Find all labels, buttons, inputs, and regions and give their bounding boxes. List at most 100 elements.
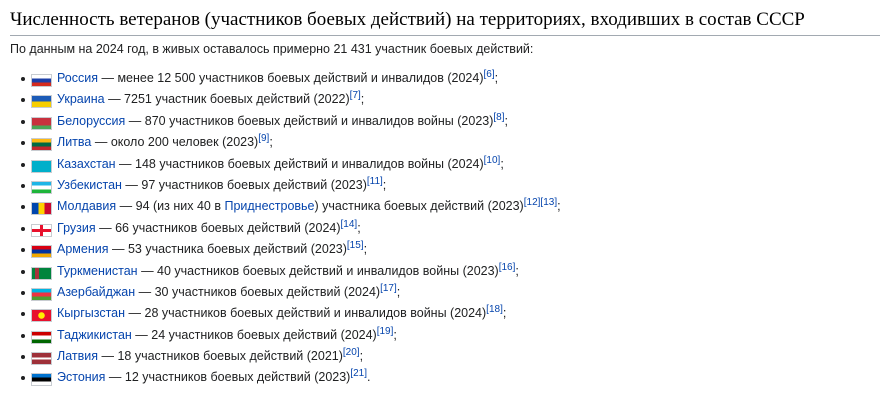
reference-link[interactable]: [6] <box>483 68 495 80</box>
list-item-text: Украина — 7251 участник боевых действий … <box>57 89 364 110</box>
country-link[interactable]: Узбекистан <box>57 177 122 192</box>
list-item-text: Молдавия — 94 (из них 40 в Приднестровье… <box>57 196 561 217</box>
bullet-icon <box>21 141 25 146</box>
bullet-icon <box>21 312 25 317</box>
bullet-icon <box>21 77 25 81</box>
item-description: — 30 участников боевых действий (2024) <box>135 284 381 299</box>
item-terminator: ; <box>396 284 401 299</box>
country-link[interactable]: Кыргызстан <box>57 306 126 321</box>
item-terminator: ; <box>515 263 519 278</box>
reference-link[interactable]: [14] <box>340 218 358 230</box>
item-terminator: ; <box>502 306 507 321</box>
reference-link[interactable]: [13] <box>540 197 558 209</box>
belarus-flag-icon <box>31 116 52 130</box>
item-description: — 94 (из них 40 в <box>116 199 225 214</box>
reference-link[interactable]: [18] <box>486 304 503 316</box>
country-link[interactable]: Азербайджан <box>57 284 136 299</box>
item-description: — 66 участников боевых действий (2024) <box>95 220 341 235</box>
item-description-cont: ) участника боевых действий (2023) <box>314 199 524 214</box>
item-description: — 148 участников боевых действий и инвал… <box>115 156 484 171</box>
bullet-icon <box>21 98 25 103</box>
reference-link[interactable]: [16] <box>498 261 516 273</box>
country-link[interactable]: Эстония <box>57 370 106 385</box>
intro-paragraph: По данным на 2024 год, в живых оставалос… <box>10 42 534 56</box>
reference-link[interactable]: [15] <box>346 239 364 251</box>
item-terminator: ; <box>500 156 504 171</box>
azerbaijan-flag-icon <box>31 287 52 301</box>
item-terminator: . <box>367 370 371 385</box>
bullet-icon <box>21 183 25 188</box>
list-item-text: Казахстан — 148 участников боевых действ… <box>57 154 504 175</box>
kazakhstan-flag-icon <box>31 159 52 173</box>
item-terminator: ; <box>494 71 499 85</box>
estonia-flag-icon <box>31 373 52 387</box>
georgia-flag-icon <box>31 223 52 237</box>
reference-link[interactable]: [17] <box>380 282 397 294</box>
country-link[interactable]: Грузия <box>57 220 96 235</box>
list-item-text: Латвия — 18 участников боевых действий (… <box>57 346 363 367</box>
item-description: — 870 участников боевых действий и инвал… <box>125 113 494 128</box>
list-item-text: Литва — около 200 человек (2023)[9]; <box>57 132 273 153</box>
item-description: — 7251 участник боевых действий (2022) <box>104 92 350 107</box>
reference-link[interactable]: [12] <box>523 197 541 209</box>
bullet-icon <box>21 355 25 360</box>
item-terminator: ; <box>269 135 273 150</box>
reference-link[interactable]: [9] <box>258 133 270 145</box>
item-description: — 53 участника боевых действий (2023) <box>108 242 347 257</box>
list-item-text: Узбекистан — 97 участников боевых действ… <box>57 175 386 196</box>
list-item-text: Эстония — 12 участников боевых действий … <box>57 367 371 388</box>
region-link[interactable]: Приднестровье <box>224 199 315 214</box>
lithuania-flag-icon <box>31 138 52 152</box>
bullet-icon <box>21 248 25 253</box>
country-link[interactable]: Казахстан <box>57 156 116 171</box>
ukraine-flag-icon <box>31 95 52 109</box>
list-item-text: Азербайджан — 30 участников боевых дейст… <box>57 282 400 303</box>
item-terminator: ; <box>357 220 361 235</box>
armenia-flag-icon <box>31 245 52 259</box>
item-description: — 12 участников боевых действий (2023) <box>105 370 351 385</box>
kyrgyzstan-flag-icon <box>31 309 52 323</box>
reference-link[interactable]: [10] <box>483 154 501 166</box>
item-description: — 28 участников боевых действий и инвали… <box>125 306 487 321</box>
country-link[interactable]: Белоруссия <box>57 113 126 128</box>
item-terminator: ; <box>382 177 387 192</box>
section-heading: Численность ветеранов (участников боевых… <box>10 9 805 30</box>
list-item-text: Грузия — 66 участников боевых действий (… <box>57 218 361 239</box>
item-terminator: ; <box>363 242 368 257</box>
bullet-icon <box>21 205 25 210</box>
item-terminator: ; <box>359 349 364 364</box>
reference-link[interactable]: [8] <box>493 111 505 123</box>
item-description: — 24 участников боевых действий (2024) <box>131 327 377 342</box>
country-link[interactable]: Украина <box>57 92 105 107</box>
item-description: — менее 12 500 участников боевых действи… <box>98 71 484 85</box>
list-item-text: Кыргызстан — 28 участников боевых действ… <box>57 303 506 324</box>
latvia-flag-icon <box>31 352 52 366</box>
country-link[interactable]: Молдавия <box>57 199 117 214</box>
bullet-icon <box>21 269 25 274</box>
uzbekistan-flag-icon <box>31 180 52 194</box>
reference-link[interactable]: [11] <box>366 175 383 187</box>
tajikistan-flag-icon <box>31 330 52 344</box>
russia-flag-icon <box>31 74 52 87</box>
country-link[interactable]: Латвия <box>57 349 98 364</box>
country-link[interactable]: Литва <box>57 135 92 150</box>
country-link[interactable]: Таджикистан <box>57 327 132 342</box>
list-item-text: Туркменистан — 40 участников боевых дейс… <box>57 261 519 282</box>
item-description: — 97 участников боевых действий (2023) <box>121 177 367 192</box>
moldova-flag-icon <box>31 202 52 216</box>
bullet-icon <box>21 333 25 338</box>
reference-link[interactable]: [7] <box>349 90 361 102</box>
country-link[interactable]: Россия <box>57 71 98 85</box>
reference-link[interactable]: [19] <box>376 325 394 337</box>
heading-divider <box>10 35 880 36</box>
bullet-icon <box>21 376 25 381</box>
item-terminator: ; <box>557 199 561 214</box>
item-terminator: ; <box>393 327 397 342</box>
bullet-icon <box>21 162 25 167</box>
country-link[interactable]: Туркменистан <box>57 263 138 278</box>
country-link[interactable]: Армения <box>57 242 109 257</box>
reference-link[interactable]: [21] <box>350 368 368 380</box>
item-description: — 40 участников боевых действий и инвали… <box>137 263 499 278</box>
reference-link[interactable]: [20] <box>342 346 360 358</box>
